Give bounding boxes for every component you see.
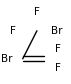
Text: Br: Br: [51, 26, 63, 36]
Text: F: F: [55, 63, 61, 73]
Text: F: F: [55, 44, 61, 54]
Text: F: F: [10, 26, 16, 36]
Text: F: F: [34, 7, 40, 17]
Text: Br: Br: [1, 54, 13, 64]
